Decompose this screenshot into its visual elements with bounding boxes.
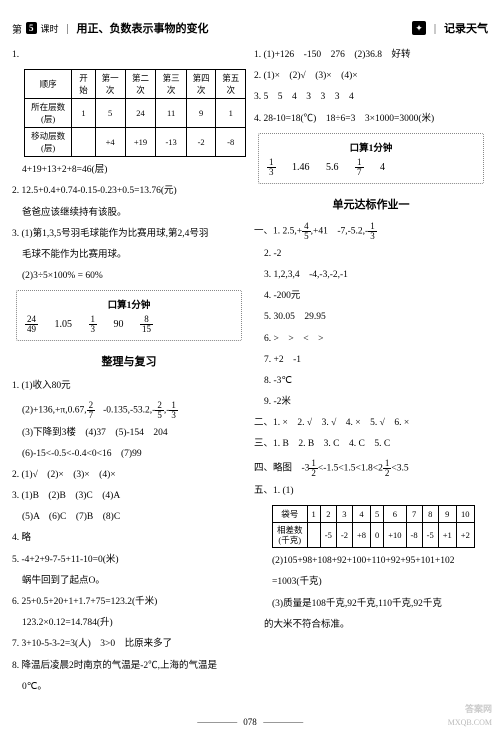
q1-calc: 4+19+13+2+8=46(层) bbox=[12, 163, 246, 178]
watermark-url: MXQB.COM bbox=[448, 718, 492, 727]
section-title: 记录天气 bbox=[444, 20, 488, 36]
r3: (3)下降到3楼 (4)37 (5)-154 204 bbox=[12, 426, 246, 441]
u1: 一、1. 2.5,+45,+41 -7,-5.2,-13 bbox=[254, 222, 488, 241]
u3: 3. 1,2,3,4 -4,-3,-2,-1 bbox=[254, 268, 488, 283]
frac-24-49: 2449 bbox=[25, 315, 38, 334]
u14: (2)105+98+108+92+100+110+92+95+101+102 bbox=[254, 554, 488, 569]
r14: 8. 降温后凌晨2时南京的气温是-2℃,上海的气温是 bbox=[12, 659, 246, 674]
r13: 7. 3+10-5-3-2=3(人) 3>0 比原来多了 bbox=[12, 637, 246, 652]
r10: 蜗牛回到了起点O。 bbox=[12, 574, 246, 589]
star-icon: ✦ bbox=[412, 21, 426, 35]
t1: 1. (1)+126 -150 276 (2)36.8 好转 bbox=[254, 48, 488, 63]
u5: 5. 30.05 29.95 bbox=[254, 310, 488, 325]
lesson-badge: 5 bbox=[26, 22, 37, 34]
r15: 0℃。 bbox=[12, 680, 246, 695]
floor-table: 顺序开始第一次第二次第三次第四次第五次 所在层数(层)15241191 移动层数… bbox=[24, 69, 246, 157]
mental-math-box-2: 口算1分钟 13 1.46 5.6 17 4 bbox=[258, 133, 484, 184]
q3a: 3. (1)第1,3,5号羽毛球能作为比赛用球,第2,4号羽 bbox=[12, 227, 246, 242]
unit-title: 单元达标作业一 bbox=[254, 196, 488, 212]
frac-1-3: 13 bbox=[89, 315, 98, 334]
q1-label: 1. bbox=[12, 48, 246, 63]
r2: (2)+136,+π,0.67,27-0.135,-53.2,-25,-13 bbox=[12, 401, 246, 420]
u16: (3)质量是108千克,92千克,110千克,92千克 bbox=[254, 597, 488, 612]
r1: 1. (1)收入80元 bbox=[12, 379, 246, 394]
u15: =1003(千克) bbox=[254, 575, 488, 590]
page-number: 078 bbox=[237, 717, 263, 727]
lesson-suffix: 课时 bbox=[41, 22, 59, 35]
q2-note: 爸爸应该继续持有该股。 bbox=[12, 206, 246, 221]
q3c: (2)3÷5×100% = 60% bbox=[12, 269, 246, 284]
u17: 的大米不符合标准。 bbox=[254, 618, 488, 633]
u11: 三、1. B 2. B 3. C 4. C 5. C bbox=[254, 437, 488, 452]
r12: 123.2×0.12=14.784(升) bbox=[12, 616, 246, 631]
frac-1-7: 17 bbox=[355, 158, 364, 177]
q2: 2. 12.5+0.4+0.74-0.15-0.23+0.5=13.76(元) bbox=[12, 184, 246, 199]
watermark-cn: 答案网 bbox=[465, 702, 492, 715]
lesson-header: 第 5 课时 ｜ 用正、负数表示事物的变化 bbox=[12, 20, 246, 36]
section-header: ✦ ｜ 记录天气 bbox=[254, 20, 488, 36]
r11: 6. 25+0.5+20+1+1.7+75=123.2(千米) bbox=[12, 595, 246, 610]
mental-math-box-1: 口算1分钟 2449 1.05 13 90 815 bbox=[16, 290, 242, 341]
q3b: 毛球不能作为比赛用球。 bbox=[12, 248, 246, 263]
u4: 4. -200元 bbox=[254, 289, 488, 304]
u2: 2. -2 bbox=[254, 247, 488, 262]
t2: 2. (1)× (2)√ (3)× (4)× bbox=[254, 69, 488, 84]
r6: 3. (1)B (2)B (3)C (4)A bbox=[12, 489, 246, 504]
box1-title: 口算1分钟 bbox=[25, 297, 233, 311]
u6: 6. > > < > bbox=[254, 332, 488, 347]
u12: 四、略图 -312<-1.5<1.5<1.8<212<3.5 bbox=[254, 459, 488, 478]
t3: 3. 5 5 4 3 3 3 4 bbox=[254, 90, 488, 105]
box2-title: 口算1分钟 bbox=[267, 140, 475, 154]
u10: 二、1. × 2. √ 3. √ 4. × 5. √ 6. × bbox=[254, 416, 488, 431]
frac-8-15: 815 bbox=[140, 315, 153, 334]
r8: 4. 略 bbox=[12, 531, 246, 546]
r9: 5. -4+2+9-7-5+11-10=0(米) bbox=[12, 553, 246, 568]
review-title: 整理与复习 bbox=[12, 353, 246, 369]
t4: 4. 28-10=18(℃) 18÷6=3 3×1000=3000(米) bbox=[254, 112, 488, 127]
u9: 9. -2米 bbox=[254, 395, 488, 410]
r4: (6)-15<-0.5<-0.4<0<16 (7)99 bbox=[12, 447, 246, 462]
r7: (5)A (6)C (7)B (8)C bbox=[12, 510, 246, 525]
u7: 7. +2 -1 bbox=[254, 353, 488, 368]
bag-table: 袋号12345678910 相差数(千克)-5-2+80+10-8-5+1+2 bbox=[272, 505, 475, 548]
u8: 8. -3℃ bbox=[254, 374, 488, 389]
r5: 2. (1)√ (2)× (3)× (4)× bbox=[12, 468, 246, 483]
lesson-prefix: 第 bbox=[12, 21, 22, 36]
lesson-title: 用正、负数表示事物的变化 bbox=[77, 20, 209, 36]
u13: 五、1. (1) bbox=[254, 484, 488, 499]
frac-1-3b: 13 bbox=[267, 158, 276, 177]
